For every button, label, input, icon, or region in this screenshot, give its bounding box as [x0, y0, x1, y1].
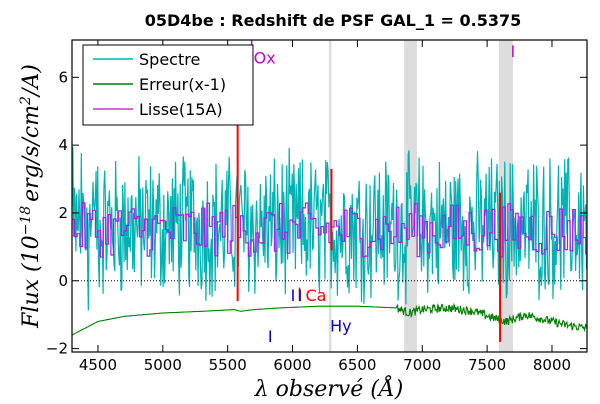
plot-content	[72, 40, 587, 352]
y-tick-label-4: 4	[58, 136, 68, 154]
legend-label-spectre: Spectre	[139, 50, 200, 69]
annotation-i-5: I	[268, 327, 273, 346]
annotation-i-4: I	[298, 286, 303, 305]
y-axis-label-tail: /A)	[19, 64, 44, 98]
x-tick-label-7000: 7000	[403, 356, 441, 374]
y-axis-label-sq: 2	[18, 96, 34, 106]
x-tick-label-4500: 4500	[79, 356, 117, 374]
x-tick-label-8000: 8000	[533, 356, 571, 374]
legend-label-erreur: Erreur(x-1)	[139, 75, 226, 94]
legend: Spectre Erreur(x-1) Lisse(15A)	[82, 44, 254, 126]
series-erreur	[72, 302, 587, 336]
y-tick-label--2: −2	[46, 340, 68, 358]
annotation-i-3: I	[291, 286, 296, 305]
x-tick-label-6500: 6500	[338, 356, 376, 374]
axes-frame	[71, 39, 588, 353]
y-axis-label-main: Flux (10	[19, 235, 44, 328]
y-tick-label-0: 0	[58, 272, 68, 290]
annotation-i-6: I	[510, 42, 515, 61]
annotation-hy-2: Hy	[330, 317, 352, 336]
chart-title: 05D4be : Redshift de PSF GAL_1 = 0.5375	[145, 11, 521, 30]
y-axis-label-rest: erg/s/cm	[19, 105, 44, 202]
y-axis-label: Flux (10−18 erg/s/cm2/A)	[18, 64, 44, 329]
axis-ticks: 4500 5000 5500 6000 6500 7000 7500 8000 −2 0 2 4 6	[46, 40, 587, 374]
annotation-ox-0: Ox	[254, 49, 276, 68]
y-tick-label-6: 6	[58, 68, 68, 86]
x-tick-label-6000: 6000	[273, 356, 311, 374]
y-tick-label-2: 2	[58, 204, 68, 222]
x-tick-label-5000: 5000	[144, 356, 182, 374]
annotation-ca-1: Ca	[306, 286, 327, 305]
x-tick-label-7500: 7500	[468, 356, 506, 374]
x-axis-label: λ observé (Å)	[254, 374, 404, 400]
x-tick-label-5500: 5500	[209, 356, 247, 374]
y-axis-label-exp: −18	[18, 206, 34, 236]
legend-label-lisse: Lisse(15A)	[139, 100, 223, 119]
